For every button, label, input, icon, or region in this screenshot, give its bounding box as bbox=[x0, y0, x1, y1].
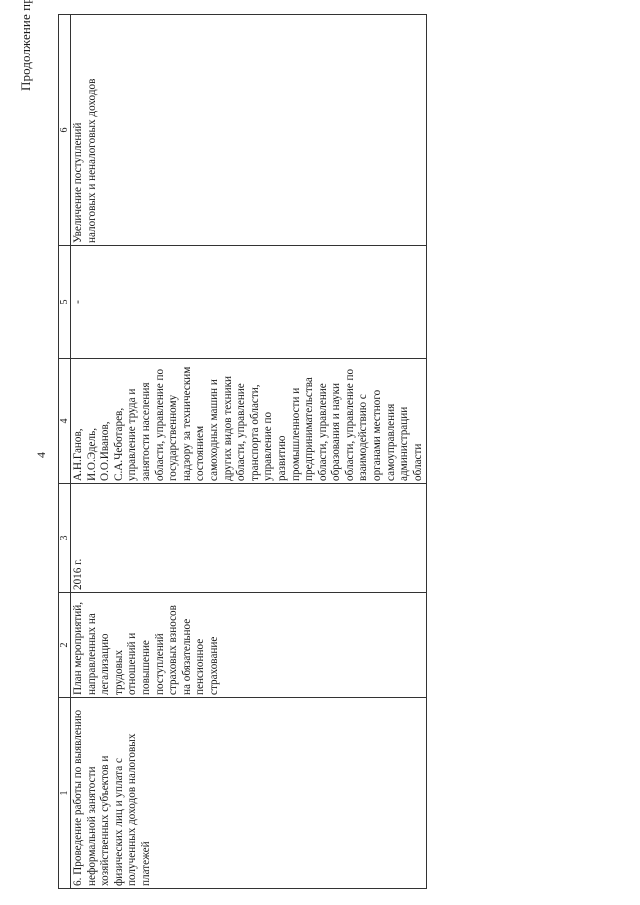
column-number-1: 1 bbox=[58, 697, 71, 889]
result-cell: Увеличение поступлений налоговых и ненал… bbox=[70, 14, 427, 246]
page-number: 4 bbox=[34, 452, 48, 458]
executors-cell: А.Н.Ганов, И.О.Эдель, О.О.Иванов, С.А.Че… bbox=[70, 358, 427, 484]
document-text: План мероприятий, направленных на легали… bbox=[72, 601, 220, 695]
column-number-4: 4 bbox=[58, 358, 71, 484]
column-number-3: 3 bbox=[58, 483, 71, 593]
funding-cell: - bbox=[70, 245, 427, 359]
table-row: 6. Проведение работы по выявлению неформ… bbox=[70, 14, 427, 889]
funding-text: - bbox=[72, 300, 84, 304]
column-number-row: 1 2 3 4 5 6 bbox=[58, 14, 71, 889]
term-text: 2016 г. bbox=[72, 558, 84, 590]
document-cell: План мероприятий, направленных на легали… bbox=[70, 592, 427, 698]
measures-table: 1 2 3 4 5 6 6. Проведение работы по выяв… bbox=[58, 14, 427, 889]
executors-text: А.Н.Ганов, И.О.Эдель, О.О.Иванов, С.А.Че… bbox=[72, 366, 424, 481]
column-number-5: 5 bbox=[58, 245, 71, 359]
result-text: Увеличение поступлений налоговых и ненал… bbox=[72, 78, 98, 243]
measure-cell: 6. Проведение работы по выявлению неформ… bbox=[70, 697, 427, 889]
term-cell: 2016 г. bbox=[70, 483, 427, 593]
column-number-2: 2 bbox=[58, 592, 71, 698]
measure-text: 6. Проведение работы по выявлению неформ… bbox=[72, 709, 152, 886]
column-number-6: 6 bbox=[58, 14, 71, 246]
appendix-continuation-label: Продолжение приложения №1 bbox=[18, 0, 33, 91]
